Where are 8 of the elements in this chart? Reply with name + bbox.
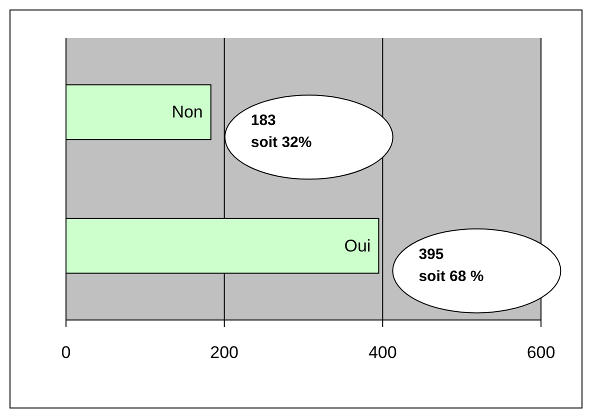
annotation: 395 soit 68 % [418, 246, 484, 285]
annotation: 183 soit 32% [250, 112, 312, 152]
y-tick-label: Oui [344, 236, 371, 256]
x-tick-label: 200 [210, 343, 239, 362]
x-tick-label: 600 [526, 343, 556, 362]
x-tick-label: 400 [368, 343, 397, 362]
x-tick-label: 0 [61, 343, 71, 362]
y-tick-label: Non [172, 102, 203, 122]
